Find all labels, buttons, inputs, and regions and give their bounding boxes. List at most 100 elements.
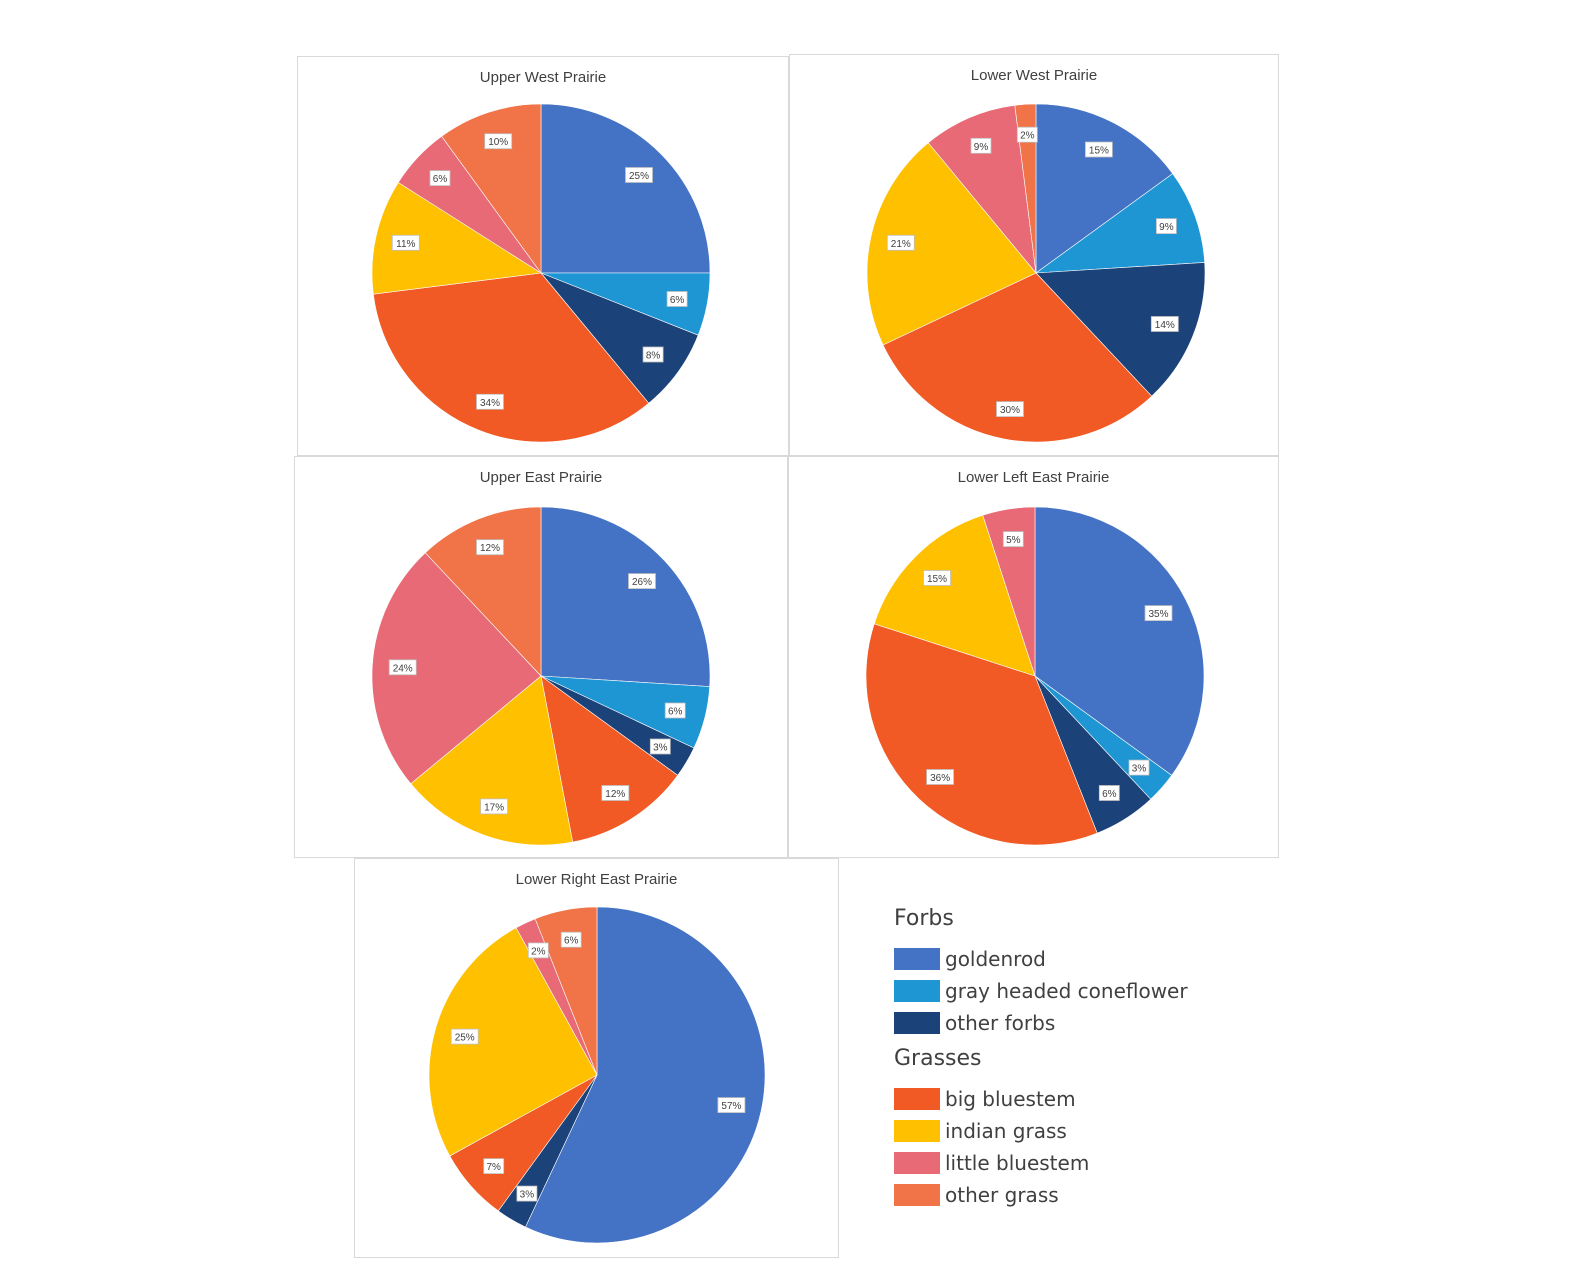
data-label-little-bluestem: 2% xyxy=(527,942,549,959)
data-label-little-bluestem: 6% xyxy=(429,170,451,186)
data-label-text: 12% xyxy=(480,543,500,554)
pie-slice-other-forbs xyxy=(1035,262,1206,397)
data-label-text: 12% xyxy=(605,789,625,800)
chart-legend: Forbs goldenrod gray headed coneflower othe… xyxy=(894,905,1254,1211)
data-label-text: 14% xyxy=(1155,320,1175,331)
pie-slice-other-grass xyxy=(441,103,542,274)
legend-swatch xyxy=(894,948,940,970)
data-label-gray-headed-coneflower: 6% xyxy=(664,702,686,719)
data-label-text: 6% xyxy=(668,707,683,718)
data-label-goldenrod: 25% xyxy=(625,167,653,183)
pie-slice-goldenrod xyxy=(525,906,766,1244)
legend-swatch xyxy=(894,1184,940,1206)
data-label-other-grass: 12% xyxy=(476,539,504,556)
data-label-text: 24% xyxy=(393,663,413,674)
data-label-text: 57% xyxy=(721,1101,741,1112)
data-label-other-forbs: 6% xyxy=(1098,785,1120,801)
data-label-text: 5% xyxy=(1006,535,1021,546)
pie-slice-little-bluestem xyxy=(927,104,1037,274)
legend-item-goldenrod: goldenrod xyxy=(894,943,1254,975)
legend-label: indian grass xyxy=(945,1119,1067,1143)
legend-item-other-grass: other grass xyxy=(894,1179,1254,1211)
legend-item-other-forbs: other forbs xyxy=(894,1007,1254,1039)
pie-panel-upper-west: Upper West Prairie 25% 6% 8% 34% 11% 6% 10% xyxy=(297,56,789,456)
data-label-other-grass: 2% xyxy=(1016,126,1038,143)
legend-swatch xyxy=(894,980,940,1002)
data-label-text: 9% xyxy=(974,142,989,153)
data-label-text: 3% xyxy=(1132,764,1147,775)
data-label-other-forbs: 8% xyxy=(642,346,664,363)
data-label-indian-grass: 11% xyxy=(391,234,420,251)
data-label-goldenrod: 35% xyxy=(1144,605,1173,622)
pie-slice-gray-headed-coneflower xyxy=(1034,173,1205,274)
data-label-text: 36% xyxy=(930,773,950,784)
data-label-indian-grass: 17% xyxy=(480,798,509,815)
data-label-goldenrod: 15% xyxy=(1084,141,1113,158)
data-label-text: 34% xyxy=(480,398,500,409)
legend-label: big bluestem xyxy=(945,1087,1076,1111)
pie-panel-lower-left-east: Lower Left East Prairie 35% 3% 6% 36% 15% 5% xyxy=(788,456,1279,858)
data-label-text: 11% xyxy=(396,239,415,250)
pie-title: Upper West Prairie xyxy=(479,69,607,86)
data-label-text: 25% xyxy=(455,1033,475,1044)
legend-item-indian-grass: indian grass xyxy=(894,1115,1254,1147)
legend-group-title: Forbs xyxy=(894,906,954,931)
pie-slice-big-bluestem xyxy=(882,272,1153,443)
pie-slice-goldenrod xyxy=(1034,506,1205,776)
legend-item-big-bluestem: big bluestem xyxy=(894,1083,1254,1115)
data-label-big-bluestem: 7% xyxy=(483,1158,505,1175)
pie-slice-indian-grass xyxy=(873,514,1036,677)
data-label-text: 6% xyxy=(1102,789,1117,800)
data-label-other-grass: 6% xyxy=(560,931,582,948)
data-label-indian-grass: 25% xyxy=(450,1028,479,1045)
pie-slice-indian-grass xyxy=(371,182,542,295)
legend-item-gray-headed-coneflower: gray headed coneflower xyxy=(894,975,1254,1007)
legend-label: gray headed coneflower xyxy=(945,979,1188,1003)
data-label-gray-headed-coneflower: 9% xyxy=(1155,218,1177,235)
data-label-text: 10% xyxy=(488,137,508,148)
pie-chart-lower-west: 15% 9% 14% 30% 21% 9% 2% xyxy=(866,103,1206,443)
pie-slice-big-bluestem xyxy=(540,675,679,843)
pie-title: Lower Left East Prairie xyxy=(957,469,1110,486)
data-label-text: 26% xyxy=(632,577,652,588)
pie-slice-other-grass xyxy=(1014,103,1037,274)
pie-title: Upper East Prairie xyxy=(479,469,603,486)
data-label-text: 3% xyxy=(520,1190,535,1201)
pie-chart-upper-east: 26% 6% 3% 12% 17% 24% 12% xyxy=(371,506,711,846)
data-label-goldenrod: 26% xyxy=(628,573,656,589)
legend-label: other grass xyxy=(945,1183,1059,1207)
data-label-big-bluestem: 12% xyxy=(601,785,630,801)
data-label-other-forbs: 3% xyxy=(516,1185,538,1202)
data-label-gray-headed-coneflower: 3% xyxy=(1128,759,1150,776)
data-label-text: 2% xyxy=(531,946,546,957)
pie-slice-big-bluestem xyxy=(372,272,650,443)
data-label-big-bluestem: 34% xyxy=(476,393,504,410)
data-label-text: 21% xyxy=(891,239,911,250)
data-label-little-bluestem: 24% xyxy=(388,659,417,676)
data-label-text: 6% xyxy=(670,295,685,306)
data-label-text: 35% xyxy=(1148,609,1168,620)
legend-label: other forbs xyxy=(945,1011,1056,1035)
pie-title: Lower West Prairie xyxy=(970,67,1098,84)
pie-chart-upper-west: 25% 6% 8% 34% 11% 6% 10% xyxy=(371,103,711,443)
legend-swatch xyxy=(894,1152,940,1174)
data-label-text: 9% xyxy=(1159,222,1174,233)
pie-slice-other-grass xyxy=(534,906,598,1076)
data-label-big-bluestem: 30% xyxy=(996,401,1024,418)
data-label-other-forbs: 3% xyxy=(649,738,671,755)
data-label-text: 6% xyxy=(564,936,579,947)
data-label-other-grass: 10% xyxy=(484,133,513,150)
data-label-text: 6% xyxy=(433,174,448,185)
pie-slice-goldenrod xyxy=(1035,103,1174,274)
pie-chart-lower-right-east: 57% 3% 7% 25% 2% 6% xyxy=(428,906,766,1244)
data-label-other-forbs: 14% xyxy=(1150,316,1179,332)
pie-slice-big-bluestem xyxy=(865,623,1098,846)
pie-panel-upper-east: Upper East Prairie 26% 6% 3% 12% 17% 24% 12% xyxy=(294,456,788,858)
legend-swatch xyxy=(894,1120,940,1142)
legend-group-title: Grasses xyxy=(894,1046,982,1071)
pie-slice-indian-grass xyxy=(866,142,1037,346)
data-label-text: 2% xyxy=(1020,131,1035,142)
pie-slice-other-grass xyxy=(424,506,542,677)
pie-slice-little-bluestem xyxy=(371,552,542,785)
data-label-gray-headed-coneflower: 6% xyxy=(666,291,688,307)
